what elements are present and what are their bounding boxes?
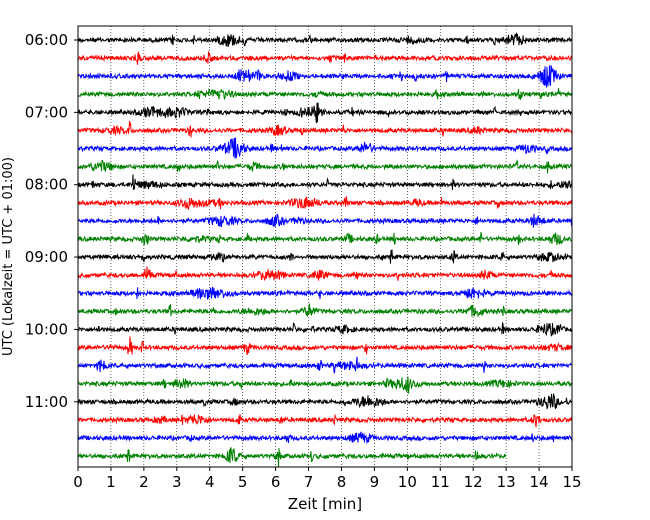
trace-row <box>77 321 573 337</box>
x-tick-label: 5 <box>238 473 248 491</box>
trace-row <box>77 231 573 247</box>
y-tick-label: 11:00 <box>25 393 68 411</box>
x-tick-label: 7 <box>304 473 314 491</box>
trace-row <box>77 121 573 138</box>
seismic-trace <box>77 102 573 124</box>
trace-row <box>77 213 573 228</box>
x-tick-label: 13 <box>497 473 516 491</box>
trace-row <box>77 393 573 410</box>
x-tick-label: 9 <box>370 473 380 491</box>
trace-row <box>77 447 507 467</box>
trace-row <box>77 196 573 211</box>
seismic-trace <box>77 336 573 356</box>
y-tick-label: 07:00 <box>25 103 68 121</box>
x-tick-label: 6 <box>271 473 281 491</box>
seismic-trace <box>77 376 573 394</box>
seismic-trace <box>77 302 573 318</box>
trace-row <box>77 174 573 190</box>
seismic-trace <box>77 413 573 428</box>
x-tick-label: 8 <box>337 473 347 491</box>
seismic-trace <box>77 31 573 47</box>
x-tick-label: 10 <box>398 473 417 491</box>
plot-frame <box>77 25 573 468</box>
y-axis-label: UTC (Lokalzeit = UTC + 01:00) <box>1 157 16 356</box>
seismic-trace <box>77 87 573 101</box>
trace-row <box>77 249 573 264</box>
seismic-trace <box>77 266 573 282</box>
trace-row <box>77 431 573 445</box>
x-tick-label: 0 <box>73 473 83 491</box>
seismic-trace <box>77 64 573 88</box>
seismic-trace <box>77 159 573 174</box>
seismic-trace <box>77 213 573 228</box>
seismic-trace <box>77 447 507 467</box>
trace-row <box>77 302 573 318</box>
x-tick-label: 12 <box>464 473 483 491</box>
trace-row <box>77 336 573 356</box>
seismic-trace <box>77 231 573 247</box>
seismic-trace <box>77 196 573 211</box>
seismic-trace <box>77 249 573 264</box>
trace-row <box>77 286 573 300</box>
y-tick-label: 06:00 <box>25 31 68 49</box>
y-tick-label: 10:00 <box>25 320 68 338</box>
trace-row <box>77 376 573 394</box>
seismic-trace <box>77 393 573 410</box>
trace-row <box>77 159 573 174</box>
trace-row <box>77 266 573 282</box>
seismic-trace <box>77 174 573 190</box>
x-tick-label: 1 <box>106 473 116 491</box>
seismic-trace <box>77 356 573 374</box>
trace-row <box>77 137 573 159</box>
y-tick-label: 09:00 <box>25 248 68 266</box>
x-tick-label: 4 <box>205 473 215 491</box>
seismic-trace <box>77 286 573 300</box>
seismic-traces <box>77 31 573 467</box>
trace-row <box>77 31 573 47</box>
x-tick-label: 3 <box>172 473 182 491</box>
seismic-trace <box>77 51 573 65</box>
x-axis-ticks: 0 1 2 3 4 5 6 7 8 9 10 11 12 13 14 15 <box>73 467 582 491</box>
x-tick-label: 14 <box>530 473 549 491</box>
trace-row <box>77 51 573 65</box>
seismic-trace <box>77 137 573 159</box>
x-axis-label: Zeit [min] <box>288 495 362 513</box>
trace-row <box>77 64 573 88</box>
seismic-trace <box>77 121 573 138</box>
y-axis-ticks: 06:00 07:00 08:00 09:00 10:00 11:00 <box>25 31 78 411</box>
trace-row <box>77 102 573 124</box>
seismic-trace <box>77 321 573 337</box>
x-tick-label: 2 <box>139 473 149 491</box>
trace-row <box>77 356 573 374</box>
x-tick-label: 15 <box>562 473 581 491</box>
trace-row <box>77 413 573 428</box>
y-tick-label: 08:00 <box>25 176 68 194</box>
seismic-trace <box>77 431 573 445</box>
x-tick-label: 11 <box>431 473 450 491</box>
trace-row <box>77 87 573 101</box>
